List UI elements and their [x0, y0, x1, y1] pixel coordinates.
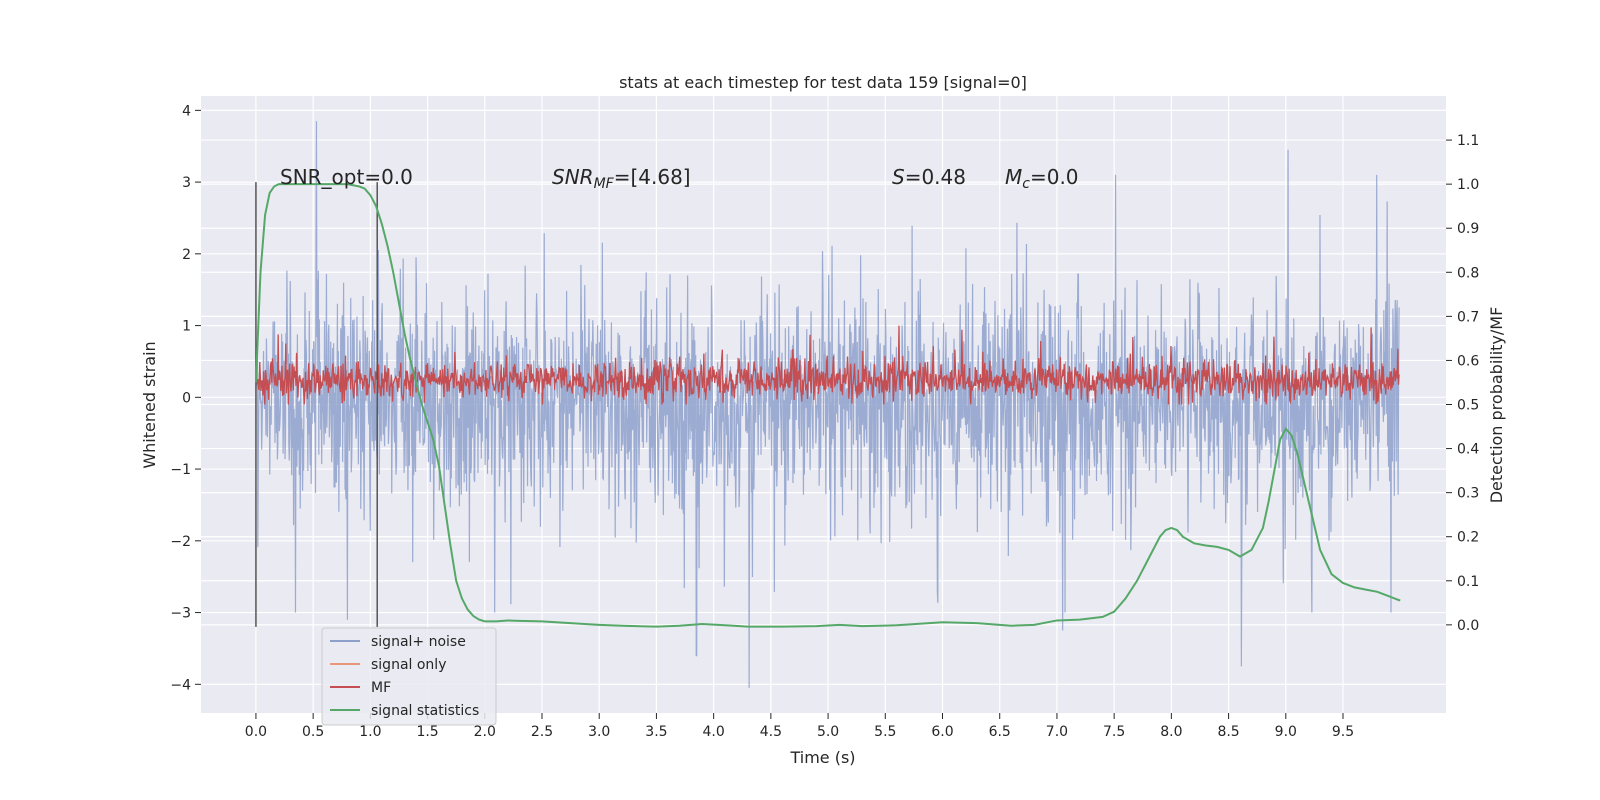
y2-tick-labels: 0.0 0.1 0.2 0.3 0.4 0.5 0.6 0.7 0.8 0.9 1.0 1.1 [1446, 133, 1479, 634]
y2-tick-label: 0.5 [1457, 398, 1479, 414]
legend: signal+ noise signal only MF signal stat… [321, 627, 497, 726]
y2-tick-label: 0.3 [1457, 486, 1479, 502]
signal-noise-line [255, 121, 1400, 688]
y2-tick-label: 0.7 [1457, 309, 1479, 325]
x-tick-label: 5.5 [874, 724, 896, 740]
x-tick-label: 6.5 [989, 724, 1011, 740]
annotation-snr-mf-prefix: SNR [552, 165, 594, 189]
legend-label-signal-noise: signal+ noise [371, 634, 466, 650]
y2-tick-label: 1.0 [1457, 177, 1479, 193]
annotation-s-prefix: S [892, 165, 905, 189]
x-tick-label: 4.0 [703, 724, 725, 740]
legend-box [321, 627, 497, 726]
x-tick-label: 6.0 [931, 724, 953, 740]
y2-axis-label: Detection probability/MF [1487, 307, 1506, 504]
y-tick-label: 4 [182, 103, 191, 119]
y-tick-labels: −4 −3 −2 −1 0 1 2 3 4 [170, 103, 201, 693]
x-tick-label: 5.0 [817, 724, 839, 740]
x-tick-label: 3.5 [645, 724, 667, 740]
annotation-mc-prefix: M [1005, 165, 1022, 189]
x-tick-label: 1.0 [359, 724, 381, 740]
y-tick-label: −4 [170, 677, 191, 693]
annotation-snr-opt: SNR_opt=0.0 [280, 165, 413, 189]
marker-lines [255, 182, 378, 627]
annotation-mc-value: =0.0 [1030, 165, 1079, 189]
x-tick-label: 7.0 [1046, 724, 1068, 740]
y2-tick-label: 0.0 [1457, 618, 1479, 634]
x-tick-label: 9.5 [1332, 724, 1354, 740]
x-tick-labels: 0.0 0.5 1.0 1.5 2.0 2.5 3.0 3.5 4.0 4.5 5.0 5.5 6.0 6… [245, 713, 1354, 740]
y-tick-label: 0 [182, 390, 191, 406]
y2-tick-label: 0.4 [1457, 442, 1479, 458]
x-tick-label: 0.0 [245, 724, 267, 740]
y-tick-label: 3 [182, 175, 191, 191]
y-tick-label: −2 [170, 534, 191, 550]
y2-tick-label: 0.1 [1457, 574, 1479, 590]
x-tick-label: 4.5 [760, 724, 782, 740]
annotation-s: S=0.48 [892, 165, 966, 189]
x-tick-label: 2.5 [531, 724, 553, 740]
y-tick-label: 1 [182, 319, 191, 335]
x-tick-label: 3.0 [588, 724, 610, 740]
y2-tick-label: 0.8 [1457, 265, 1479, 281]
legend-label-signal-only: signal only [371, 657, 446, 673]
signal-statistics-series [254, 183, 1401, 628]
annotation-mc: Mc=0.0 [1005, 165, 1079, 192]
y-tick-label: −3 [170, 606, 191, 622]
annotation-snr-mf: SNRMF=[4.68] [552, 165, 691, 192]
y2-tick-label: 0.6 [1457, 353, 1479, 369]
x-tick-label: 1.5 [416, 724, 438, 740]
signal-noise-series [255, 121, 1400, 688]
x-tick-label: 7.5 [1103, 724, 1125, 740]
x-axis-label: Time (s) [789, 748, 855, 767]
x-tick-label: 8.5 [1217, 724, 1239, 740]
annotation-s-value: =0.48 [905, 165, 966, 189]
x-tick-label: 0.5 [302, 724, 324, 740]
legend-label-signal-statistics: signal statistics [371, 703, 479, 719]
mf-line [255, 325, 1400, 405]
y-axis-label: Whitened strain [140, 341, 159, 468]
x-tick-label: 8.0 [1160, 724, 1182, 740]
y-tick-label: −1 [170, 462, 191, 478]
y2-tick-label: 0.2 [1457, 530, 1479, 546]
y2-tick-label: 1.1 [1457, 133, 1479, 149]
annotation-snr-mf-value: =[4.68] [614, 165, 691, 189]
annotation-snr-mf-sub: MF [594, 176, 615, 192]
y-tick-label: 2 [182, 247, 191, 263]
x-tick-label: 2.0 [474, 724, 496, 740]
mf-series [255, 325, 1400, 405]
legend-label-mf: MF [371, 680, 391, 696]
signal-statistics-line [254, 183, 1401, 628]
x-tick-label: 9.0 [1275, 724, 1297, 740]
annotation-mc-sub: c [1022, 176, 1030, 192]
y2-tick-label: 0.9 [1457, 221, 1479, 237]
chart-title: stats at each timestep for test data 159… [619, 73, 1027, 92]
